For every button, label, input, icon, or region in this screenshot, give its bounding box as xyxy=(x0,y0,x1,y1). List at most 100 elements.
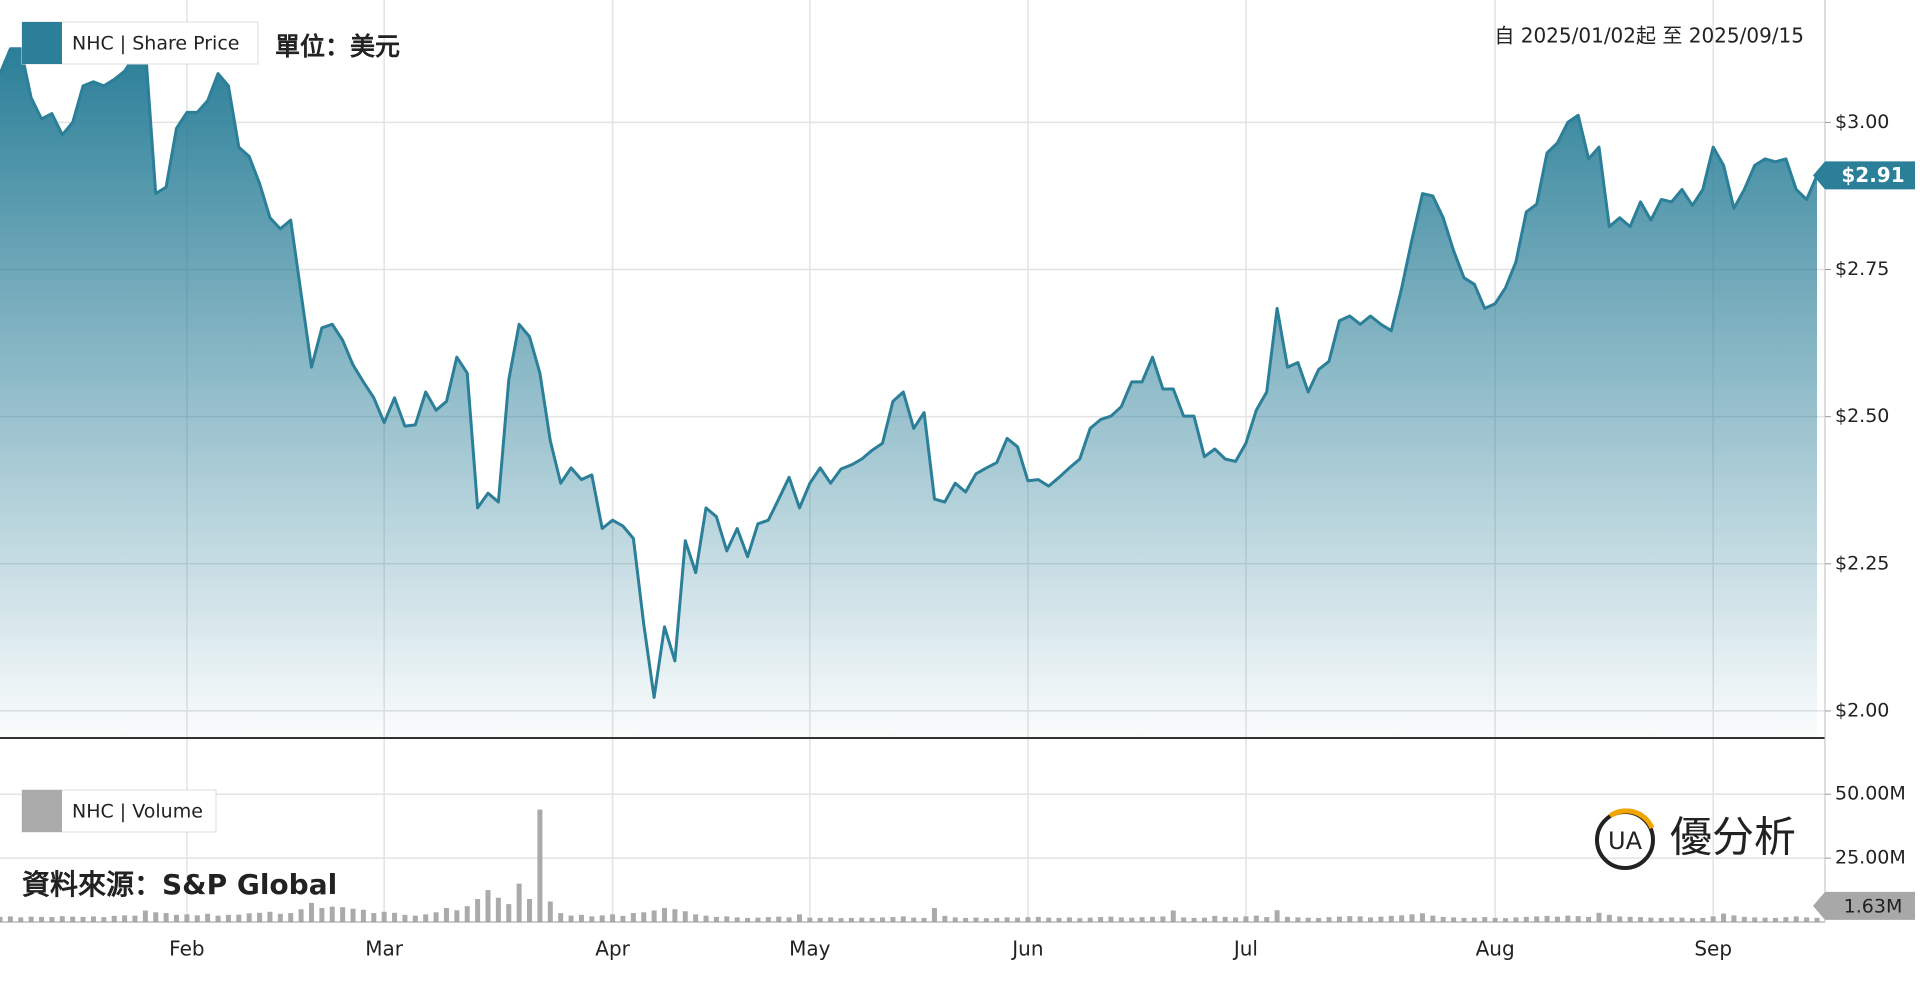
volume-bar xyxy=(1316,917,1322,922)
volume-bar xyxy=(246,913,252,922)
price-area xyxy=(0,48,1817,739)
volume-bar xyxy=(184,914,190,922)
volume-bar xyxy=(215,915,221,922)
volume-bar xyxy=(1191,917,1197,922)
volume-bar xyxy=(1233,917,1239,922)
logo-mark: UA xyxy=(1608,827,1643,855)
last-value-flag xyxy=(1813,161,1915,190)
volume-bar xyxy=(132,915,138,922)
volume-bar xyxy=(1617,916,1623,922)
volume-bar xyxy=(1087,917,1093,922)
volume-bar xyxy=(973,917,979,922)
volume-bar xyxy=(796,914,802,922)
volume-bar xyxy=(568,915,574,922)
volume-bar xyxy=(1606,914,1612,922)
volume-bar xyxy=(402,914,408,922)
volume-bar xyxy=(672,909,678,922)
volume-bar xyxy=(558,913,564,922)
volume-bar xyxy=(340,907,346,922)
volume-bar xyxy=(890,917,896,922)
volume-bar xyxy=(1368,917,1374,922)
volume-bar xyxy=(516,883,522,922)
unit-label: 單位：美元 xyxy=(275,32,400,61)
volume-bar xyxy=(610,914,616,922)
legend-swatch xyxy=(22,22,62,64)
volume-bar xyxy=(859,917,865,922)
volume-bar xyxy=(1575,916,1581,922)
volume-bar xyxy=(360,909,366,922)
legend-swatch xyxy=(22,790,62,832)
volume-bar xyxy=(1627,916,1633,922)
volume-bar xyxy=(1721,913,1727,922)
volume-bar xyxy=(547,901,553,922)
volume-bar xyxy=(589,916,595,922)
volume-bar xyxy=(1388,915,1394,922)
volume-bar xyxy=(1554,916,1560,922)
volume-bar xyxy=(1513,917,1519,922)
volume-bar xyxy=(1741,916,1747,922)
volume-bar xyxy=(1419,913,1425,922)
volume-bar xyxy=(1378,916,1384,922)
volume-bar xyxy=(1243,916,1249,922)
volume-bar xyxy=(475,899,481,922)
volume-bar xyxy=(1461,917,1467,922)
volume-bar xyxy=(1451,917,1457,922)
logo-arc xyxy=(1608,808,1655,830)
volume-bar xyxy=(1565,915,1571,922)
volume-bar xyxy=(745,917,751,922)
volume-bar xyxy=(817,917,823,922)
volume-bar xyxy=(236,914,242,922)
volume-bar xyxy=(1752,917,1758,922)
volume-bar xyxy=(1035,916,1041,922)
volume-bar xyxy=(1201,917,1207,922)
x-tick-label: Apr xyxy=(595,937,630,961)
volume-bar xyxy=(288,913,294,922)
volume-bar xyxy=(90,916,96,922)
volume-bar xyxy=(1015,917,1021,922)
volume-bar xyxy=(527,899,533,922)
volume-bar xyxy=(724,916,730,922)
source-note: 資料來源：S&P Global xyxy=(22,868,337,901)
volume-bar xyxy=(1181,917,1187,922)
volume-bar xyxy=(869,917,875,922)
volume-bar xyxy=(443,907,449,922)
volume-bar xyxy=(381,911,387,922)
volume-bar xyxy=(807,917,813,922)
volume-bar xyxy=(599,915,605,922)
volume-bar xyxy=(1222,916,1228,922)
y-tick-label: 25.00M xyxy=(1835,847,1906,869)
volume-bar xyxy=(1596,912,1602,922)
volume-bar xyxy=(1804,917,1810,922)
volume-bar xyxy=(495,897,501,922)
volume-bar xyxy=(900,916,906,922)
volume-bar xyxy=(1253,915,1259,922)
volume-bar xyxy=(122,915,128,922)
volume-bar xyxy=(59,916,65,922)
volume-bar xyxy=(39,916,45,922)
volume-bar xyxy=(1689,918,1695,922)
volume-bar xyxy=(1004,917,1010,922)
volume-bar xyxy=(1503,918,1509,922)
volume-bar xyxy=(620,915,626,922)
volume-bar xyxy=(1471,917,1477,922)
volume-bar xyxy=(1274,910,1280,922)
volume-bar xyxy=(1658,917,1664,922)
volume-bar xyxy=(101,917,107,922)
x-tick-label: Mar xyxy=(365,937,404,961)
volume-bar xyxy=(1170,910,1176,922)
volume-bar xyxy=(433,912,439,922)
volume-bar xyxy=(1793,916,1799,922)
volume-bar xyxy=(1534,916,1540,922)
volume-bar xyxy=(1160,916,1166,922)
volume-bar xyxy=(838,918,844,922)
volume-bar xyxy=(1336,916,1342,922)
volume-bar xyxy=(1430,915,1436,922)
volume-bar xyxy=(641,912,647,922)
volume-bar xyxy=(1284,916,1290,922)
volume-bar xyxy=(963,917,969,922)
volume-bar xyxy=(1482,917,1488,922)
volume-bar xyxy=(392,912,398,922)
volume-bar xyxy=(880,917,886,922)
volume-bar xyxy=(828,917,834,922)
